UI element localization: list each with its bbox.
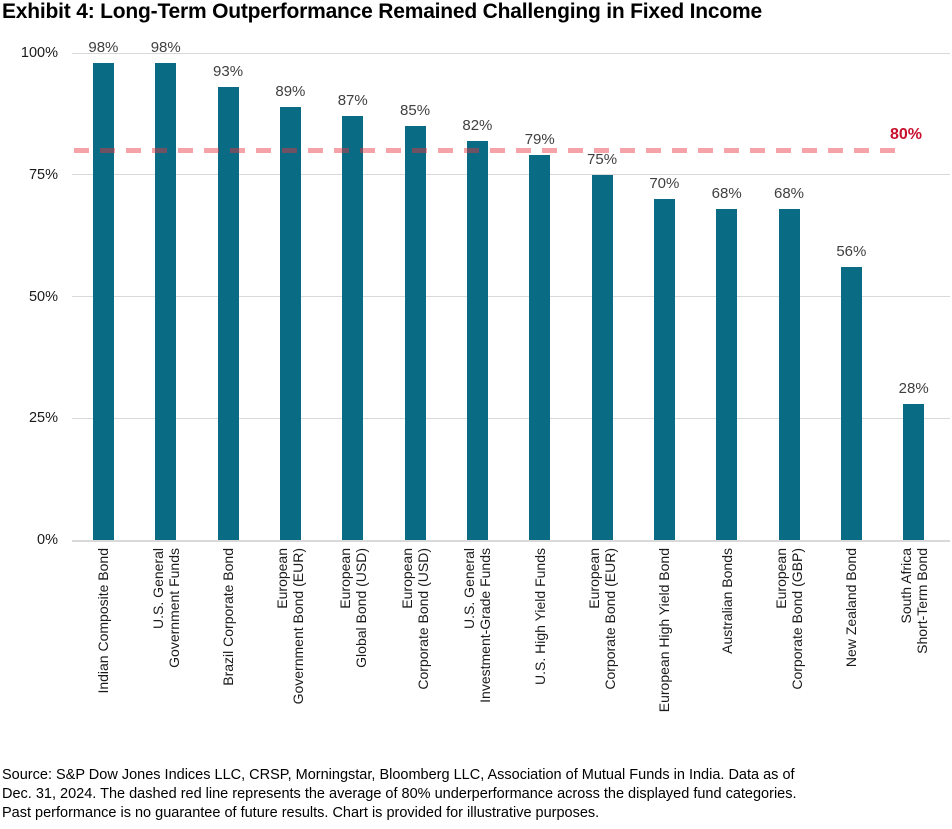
bar-value-label: 28% — [898, 379, 929, 397]
x-axis-category-text: European Corporate Bond (USD) — [399, 548, 432, 690]
x-axis-category-label: U.S. General Government Funds — [150, 548, 182, 758]
x-axis-category-label: European Corporate Bond (GBP) — [773, 548, 805, 758]
gridline-50pct — [72, 296, 950, 297]
bar — [342, 116, 364, 540]
bar-value-label: 93% — [213, 63, 244, 81]
y-axis-tick-label: 50% — [28, 288, 58, 305]
bar — [716, 208, 738, 540]
y-axis-tick-label: 0% — [37, 532, 58, 548]
x-axis-category-label: Indian Composite Bond — [95, 548, 111, 758]
x-axis-category-text: South Africa Short-Term Bond — [897, 548, 930, 654]
x-axis-category-label: European High Yield Bond — [656, 548, 672, 758]
x-axis-category-text: New Zealand Bond — [843, 548, 860, 668]
x-axis-category-label: South Africa Short-Term Bond — [898, 548, 930, 758]
bar — [840, 267, 862, 540]
y-axis-tick-label: 75% — [28, 166, 58, 183]
source-note-line: Past performance is no guarantee of futu… — [2, 805, 600, 821]
source-note: Source: S&P Dow Jones Indices LLC, CRSP,… — [2, 766, 950, 823]
x-axis-category-text: U.S. General Investment-Grade Funds — [461, 548, 494, 703]
x-axis-category-label: European Government Bond (EUR) — [274, 548, 306, 758]
gridline-0pct — [72, 540, 950, 542]
x-axis-category-text: European Corporate Bond (GBP) — [773, 548, 806, 690]
bar-value-label: 98% — [88, 38, 119, 56]
x-axis-category-text: Australian Bonds — [718, 548, 735, 654]
x-axis-category-text: Brazil Corporate Bond — [220, 548, 237, 686]
gridline-75pct — [72, 174, 950, 176]
x-axis-category-label: U.S. High Yield Funds — [532, 548, 548, 758]
bar-value-label: 75% — [587, 150, 618, 168]
x-axis-category-text: Indian Composite Bond — [95, 548, 112, 694]
average-reference-line — [74, 147, 903, 153]
bar — [217, 87, 239, 540]
y-axis-tick-label: 100% — [20, 45, 58, 61]
bar-value-label: 70% — [649, 175, 680, 193]
x-axis-category-text: European Government Bond (EUR) — [274, 548, 307, 705]
x-axis-category-label: European Global Bond (USD) — [337, 548, 369, 758]
bar-chart: 0% 25% 50% 75% 100% 98% Indian Composite Bond 9… — [20, 38, 950, 758]
bar — [591, 174, 613, 540]
bar — [279, 106, 301, 540]
bar — [155, 62, 177, 540]
bar-value-label: 68% — [711, 184, 742, 202]
x-axis-category-text: European Global Bond (USD) — [336, 548, 369, 668]
bar — [404, 126, 426, 540]
x-axis-category-text: U.S. High Yield Funds — [531, 548, 548, 685]
gridline-25pct — [72, 417, 950, 419]
x-axis-category-text: European High Yield Bond — [656, 548, 673, 713]
x-axis-category-label: European Corporate Bond (EUR) — [586, 548, 618, 758]
bar-value-label: 87% — [337, 92, 368, 110]
bar — [466, 140, 488, 540]
x-axis-category-label: Brazil Corporate Bond — [220, 548, 236, 758]
x-axis-category-label: European Corporate Bond (USD) — [399, 548, 431, 758]
x-axis-category-label: Australian Bonds — [719, 548, 735, 758]
y-axis-tick-label: 25% — [28, 410, 58, 427]
gridline-100pct — [72, 52, 950, 54]
bar — [653, 199, 675, 540]
bar-value-label: 56% — [836, 243, 867, 261]
bar — [529, 155, 551, 540]
bar-value-label: 85% — [400, 102, 431, 120]
x-axis-category-label: New Zealand Bond — [843, 548, 859, 758]
bar-value-label: 68% — [774, 184, 805, 202]
bar — [778, 208, 800, 540]
x-axis-category-text: European Corporate Bond (EUR) — [586, 548, 619, 690]
x-axis-category-text: U.S. General Government Funds — [149, 548, 182, 668]
x-axis-category-label: U.S. General Investment-Grade Funds — [461, 548, 493, 758]
bar-value-label: 89% — [275, 82, 306, 100]
reference-line-label: 80% — [889, 126, 922, 144]
bar — [903, 403, 925, 540]
chart-title: Exhibit 4: Long-Term Outperformance Rema… — [2, 0, 762, 23]
bar-value-label: 98% — [150, 38, 181, 56]
bar-value-label: 82% — [462, 116, 493, 134]
bar-value-label: 79% — [524, 131, 555, 149]
source-note-line: Dec. 31, 2024. The dashed red line repre… — [2, 786, 797, 802]
source-note-line: Source: S&P Dow Jones Indices LLC, CRSP,… — [2, 767, 795, 783]
bar — [92, 62, 114, 540]
